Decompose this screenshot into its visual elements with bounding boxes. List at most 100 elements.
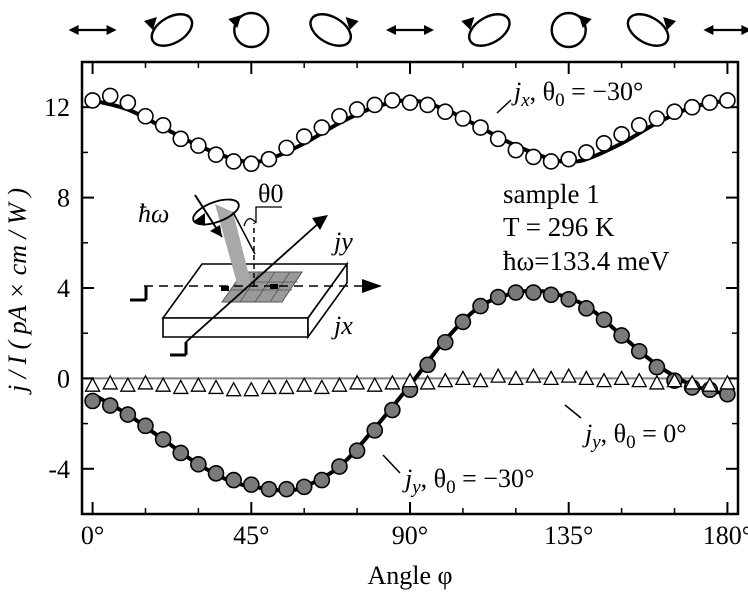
- y-tick-label: 4: [57, 274, 70, 303]
- jy-data-point: [190, 455, 207, 473]
- jx-data-point: [331, 107, 348, 125]
- y-tick-label: 12: [44, 93, 70, 122]
- jx-data-point: [137, 107, 154, 125]
- jy-zero-data-point: [631, 372, 648, 388]
- jx-data-point: [613, 126, 630, 143]
- contact-left: [221, 286, 229, 291]
- jy-zero-series-label: jy, θ0 = 0°: [582, 419, 687, 453]
- jx-data-point: [719, 92, 736, 109]
- jy-zero-data-point: [102, 374, 119, 390]
- jx-data-point: [101, 87, 119, 105]
- jy-data-point: [578, 300, 595, 317]
- polarization-rotation-icon: [192, 198, 240, 226]
- jy-zero-data-point: [490, 367, 507, 383]
- elliptical-right-icon: [309, 13, 359, 47]
- jy-data-point: [630, 342, 648, 360]
- beam-direction-line: [232, 211, 256, 255]
- x-tick-label: 45°: [233, 521, 269, 550]
- jy-data-point: [154, 431, 172, 448]
- polarization-icon-row: [68, 11, 748, 49]
- jy-zero-data-point: [401, 372, 419, 388]
- jy-zero-data-point: [595, 372, 613, 388]
- incident-arrow-head: [210, 225, 222, 237]
- jx-data-point: [260, 150, 278, 168]
- jx-data-point: [542, 153, 560, 170]
- rotation-arrow-head: [194, 213, 205, 226]
- jy-zero-data-point: [225, 381, 242, 397]
- jx-label: jx: [331, 311, 353, 340]
- data-markers: [84, 87, 736, 498]
- jx-data-point: [595, 135, 613, 152]
- sample-front-face: [162, 317, 309, 338]
- jy-data-point: [331, 458, 348, 475]
- sample-side-face: [307, 261, 348, 340]
- jx-data-point: [313, 119, 331, 136]
- jy-zero-data-point: [119, 376, 136, 392]
- jx-data-point: [295, 128, 313, 145]
- jx-data-point: [190, 137, 207, 154]
- jy-zero-data-point: [172, 379, 189, 395]
- jy-data-point: [101, 397, 119, 414]
- x-tick-label: 0°: [81, 521, 104, 550]
- y-axis-label: j / I ( pA × cm / W ): [3, 188, 32, 395]
- jy-zero-data-point: [701, 376, 718, 392]
- series-annotations: jx, θ0 = −30° jy, θ0 = 0° jy, θ0 = −30°: [382, 77, 687, 498]
- jx-data-point: [348, 101, 366, 118]
- jy-data-point: [295, 478, 313, 496]
- circular-left-icon: [228, 11, 270, 49]
- jx-arrow-head: [362, 279, 382, 293]
- jx-data-point: [278, 139, 295, 157]
- hbar-omega-label: ħω: [138, 199, 169, 228]
- jy-series-label: jy, θ0 = −30°: [402, 464, 534, 498]
- jy-zero-data-point: [260, 379, 278, 395]
- elliptical-left-icon: [461, 13, 511, 47]
- jy-data-point: [260, 480, 278, 498]
- jx-series-label: jx, θ0 = −30°: [511, 77, 643, 111]
- jy-data-point: [207, 465, 225, 482]
- linear-horizontal-icon: [386, 25, 434, 35]
- jy-zero-data-point: [207, 379, 225, 395]
- jy-data-point: [119, 406, 137, 423]
- jy-data-point: [366, 422, 384, 439]
- jx-data-point: [630, 116, 648, 134]
- jy-zero-data-point: [419, 374, 436, 390]
- jx-data-point: [401, 94, 419, 111]
- jy-zero-data-point: [296, 376, 313, 392]
- jy-data-point: [348, 442, 366, 460]
- jy-zero-data-point: [542, 370, 560, 386]
- jx-data-point: [701, 94, 719, 111]
- jx-data-point: [225, 153, 242, 170]
- elliptical-right-icon: [626, 13, 677, 47]
- jy-zero-data-point: [243, 381, 260, 397]
- jy-data-point: [542, 286, 560, 304]
- jx-data-point: [472, 119, 489, 136]
- jx-data-point: [436, 103, 454, 121]
- jy-data-point: [560, 290, 578, 308]
- jx-data-point: [454, 110, 472, 127]
- jy-data-point: [525, 284, 542, 301]
- x-axis-label: Angle φ: [367, 561, 452, 590]
- jy-zero-data-point: [331, 376, 348, 392]
- jy-zero-data-point: [84, 376, 101, 392]
- jy-data-point: [419, 356, 436, 374]
- jy-axis: [185, 221, 321, 343]
- x-tick-labels: 0° 45° 90° 135° 180°: [81, 521, 748, 550]
- jy-zero-data-point: [349, 374, 366, 390]
- jy-zero-data-point: [454, 370, 471, 386]
- jy-data-point: [472, 297, 489, 315]
- x-tick-label: 180°: [703, 521, 748, 550]
- jy-data-point: [278, 480, 295, 498]
- jy-annotation-leader: [382, 454, 401, 474]
- jy-data-point: [313, 471, 331, 489]
- linear-horizontal-icon: [703, 25, 748, 35]
- jy-data-point: [137, 417, 154, 435]
- jy-data-point: [172, 444, 190, 462]
- jy-zero-data-point: [719, 374, 736, 390]
- jy-zero-data-point: [560, 367, 577, 383]
- jy-data-point: [507, 284, 525, 301]
- jx-data-point: [666, 103, 683, 121]
- jy-label: jy: [331, 227, 353, 256]
- elliptical-left-icon: [143, 13, 194, 47]
- jy-zero-data-point: [525, 367, 542, 383]
